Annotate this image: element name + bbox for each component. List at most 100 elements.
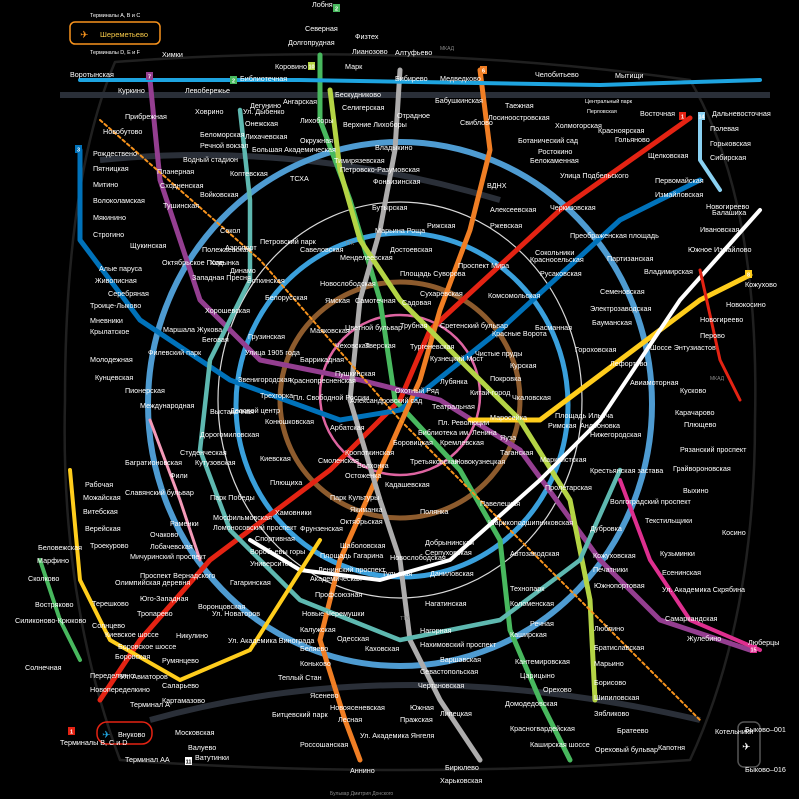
station-baumanskaya[interactable]: Бауманская (592, 318, 632, 327)
station-vodny-stadion[interactable]: Водный стадион (183, 155, 238, 164)
station-seligerskaya[interactable]: Селигерская (342, 103, 385, 112)
station-sukharevskaya[interactable]: Сухаревская (420, 289, 463, 298)
station-esenina[interactable]: Есенинская (662, 568, 701, 577)
station-frunzenskaya[interactable]: Фрунзенская (300, 524, 343, 533)
station-sharikopodshipnikovskaya[interactable]: Шарикоподшипниковская (488, 518, 573, 527)
station-novoperedelkino[interactable]: Новопеределкино (90, 685, 150, 694)
station-bratislavskaya[interactable]: Братиславская (594, 643, 644, 652)
station-belovezhskaya[interactable]: Беловежская (38, 543, 82, 552)
station-fili[interactable]: Фили (170, 471, 188, 480)
station-rimskaya[interactable]: Римская (548, 421, 577, 430)
station-ploshchad-gagarina[interactable]: Площадь Гагарина (320, 551, 383, 560)
station-myakinino[interactable]: Мякинино (93, 213, 126, 222)
station-kosino[interactable]: Косино (722, 528, 746, 537)
station-bagrationovskaya[interactable]: Багратионовская (125, 458, 182, 467)
station-serpukhovskaya[interactable]: Серпуховская (425, 548, 472, 557)
station-partizanskaya[interactable]: Партизанская (607, 254, 653, 263)
station-bitsevskiy-park[interactable]: Битцевский парк (272, 710, 328, 719)
station-dostoevskaya[interactable]: Достоевская (390, 245, 432, 254)
station-onezhskaya[interactable]: Онежская (245, 119, 278, 128)
station-pokrovka[interactable]: Покровка (490, 374, 521, 383)
station-bolshaya-akademicheskaya[interactable]: Большая Академическая (252, 145, 336, 154)
station-yauza[interactable]: Яуза (500, 433, 516, 442)
station-biryulyovo[interactable]: Бирюлево (445, 763, 479, 772)
station-rostokino[interactable]: Ростокино (538, 147, 572, 156)
station-tekstilshchiki[interactable]: Текстильщики (645, 516, 692, 525)
station-fonvizinskaya[interactable]: Фонвизинская (373, 177, 420, 186)
station-rusakovskaya[interactable]: Русаковская (540, 269, 582, 278)
station-belokamennaya[interactable]: Белокаменная (530, 156, 579, 165)
station-skryabina[interactable]: Ул. Академика Скрябина (662, 585, 745, 594)
station-kutuzovskaya[interactable]: Кутузовская (195, 458, 236, 467)
station-komsomolskaya[interactable]: Комсомольская (488, 291, 540, 300)
station-khovrino[interactable]: Ховрино (195, 107, 224, 116)
station-volkhonka[interactable]: Волхонка (357, 461, 389, 470)
station-lipetskaya[interactable]: Липецкая (440, 709, 472, 718)
station-pionerskaya[interactable]: Пионерская (125, 386, 165, 395)
station-basmannaya[interactable]: Басманная (535, 323, 572, 332)
station-lobnya[interactable]: Лобня (312, 0, 333, 9)
station-poleva[interactable]: Полевая (710, 124, 739, 133)
station-tulskaya[interactable]: Тульская (382, 569, 412, 578)
station-kievskaya[interactable]: Киевская (260, 454, 291, 463)
station-troparevo[interactable]: Тропарево (137, 609, 173, 618)
station-prazhskaya[interactable]: Пражская (400, 715, 433, 724)
station-sviblovo[interactable]: Свиблово (460, 118, 493, 127)
station-trekhgorka[interactable]: Трехгорка (260, 391, 293, 400)
station-kaluzhskaya[interactable]: Калужская (300, 625, 336, 634)
station-kharkovskaya[interactable]: Харьковская (440, 776, 482, 785)
station-yuzhnaya[interactable]: Южная (410, 703, 434, 712)
station-ploshchad-suvorova[interactable]: Площадь Суворова (400, 269, 466, 278)
station-paveletskaya[interactable]: Павелецкая (480, 499, 520, 508)
station-nagornaya[interactable]: Нагорная (420, 626, 452, 635)
station-barrikadnaya[interactable]: Баррикадная (300, 355, 344, 364)
station-khamovniki[interactable]: Хамовники (275, 508, 312, 517)
station-borovskoe-shosse[interactable]: Боровское шоссе (118, 642, 176, 651)
station-alye-parusa[interactable]: Алые паруса (99, 264, 142, 273)
station-yasenevo[interactable]: Ясенево (310, 691, 338, 700)
station-zhivopisnaya[interactable]: Живописная (95, 276, 137, 285)
station-otradnoe[interactable]: Отрадное (397, 111, 430, 120)
station-bibliotechnaya[interactable]: Библиотечная (240, 74, 287, 83)
station-izmaylovskaya[interactable]: Измайловская (655, 190, 703, 199)
station-kurskaya[interactable]: Курская (510, 361, 537, 370)
station-babushkinskaya[interactable]: Бабушкинская (435, 96, 483, 105)
station-tushinskaya[interactable]: Тушинская (163, 201, 199, 210)
station-vladykino[interactable]: Владыкино (375, 143, 412, 152)
station-botkinskaya[interactable]: Боткинская (247, 276, 285, 285)
station-fiztekh[interactable]: Физтех (355, 32, 379, 41)
station-borovitskaya[interactable]: Боровицкая (393, 438, 433, 447)
station-mayakovskaya[interactable]: Маяковская (310, 326, 350, 335)
station-botanicheskiy-sad[interactable]: Ботанический сад (518, 136, 579, 145)
station-nikulino[interactable]: Никулино (176, 631, 208, 640)
station-novye-cheremushki[interactable]: Новые Черемушки (302, 609, 365, 618)
station-belomorskaya[interactable]: Беломорская (200, 130, 245, 139)
station-vereyskaya[interactable]: Верейская (85, 524, 121, 533)
station-chkalovskaya[interactable]: Чкаловская (512, 393, 551, 402)
station-levoberezhnaya[interactable]: Левобережье (185, 86, 230, 95)
station-savelovskaya[interactable]: Савеловская (300, 245, 344, 254)
station-novoslobodskaya[interactable]: Новослободская (320, 279, 376, 288)
station-shchelkovskaya[interactable]: Щелковская (648, 151, 689, 160)
station-koryukovo[interactable]: Коровино (275, 62, 307, 71)
station-beskudnikovo[interactable]: Бескудниково (335, 90, 381, 99)
station-trubnaya[interactable]: Трубная (400, 321, 428, 330)
station-kuntsevskaya[interactable]: Кунцевская (95, 373, 133, 382)
station-altufyevo[interactable]: Алтуфьево (395, 48, 432, 57)
station-konkovo[interactable]: Коньково (300, 659, 331, 668)
station-gagarinskaya[interactable]: Гагаринская (230, 578, 271, 587)
station-marfino[interactable]: Марфино (37, 556, 69, 565)
station-petrovskiy-park[interactable]: Петровский парк (260, 237, 317, 246)
station-kartamazovo[interactable]: Картамазово (162, 696, 205, 705)
station-serebryany-bor[interactable]: Серебряная (108, 289, 149, 298)
station-konyushkovskaya[interactable]: Конюшковская (265, 417, 314, 426)
station-kozhukhovo[interactable]: Кожухово (745, 280, 777, 289)
station-lesnaya[interactable]: Лесная (338, 715, 362, 724)
station-belyaevo[interactable]: Беляево (300, 644, 328, 653)
station-krasnoyarskaya[interactable]: Красноярская (598, 126, 645, 135)
station-dalnevostochnaya[interactable]: Дальневосточная (712, 109, 771, 118)
station-ramenki[interactable]: Раменки (170, 519, 199, 528)
station-gruzinskaya[interactable]: Грузинская (248, 332, 285, 341)
station-golyanovo[interactable]: Гольяново (615, 135, 650, 144)
station-krasnogvardeyskaya[interactable]: Красногвардейская (510, 724, 575, 733)
